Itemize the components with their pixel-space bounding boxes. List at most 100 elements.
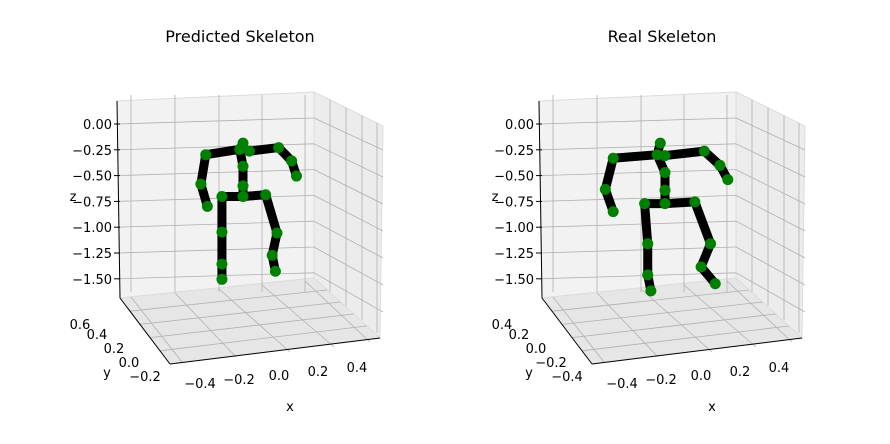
y-tick-label: 0.0	[526, 342, 547, 357]
grid-line	[538, 169, 737, 176]
bone	[201, 144, 245, 160]
joint-point	[607, 206, 619, 218]
bone	[660, 146, 709, 161]
joint-point	[216, 258, 228, 270]
z-tick-label: −0.75	[494, 195, 534, 210]
x-tick-label: 0.2	[730, 365, 751, 380]
grid-line	[313, 220, 384, 259]
joint-point	[290, 170, 302, 182]
grid-line	[538, 195, 737, 202]
x-tick-label: −0.2	[645, 373, 677, 388]
joint-point	[709, 278, 721, 290]
y-tick-label: 0.4	[87, 328, 108, 343]
grid-line	[313, 246, 384, 286]
grid-line	[116, 169, 315, 176]
z-tick-label: −1.25	[72, 247, 112, 262]
grid-line	[129, 289, 328, 312]
y-axis-label: y	[525, 366, 533, 381]
y-tick-label: −0.2	[535, 356, 567, 371]
joint-point	[269, 265, 281, 277]
z-tick-label: −1.50	[72, 273, 112, 288]
z-axis-label: z	[70, 190, 77, 205]
z-tick-label: −1.25	[494, 247, 534, 262]
grid-line	[571, 313, 776, 338]
grid-line	[538, 143, 737, 151]
joint-point	[659, 184, 671, 196]
grid-line	[538, 246, 737, 254]
bone	[640, 199, 653, 249]
joint-point	[237, 191, 249, 203]
grid-line	[313, 195, 384, 232]
chart-title: Predicted Skeleton	[165, 27, 314, 46]
joint-point	[273, 142, 285, 154]
grid-line	[159, 325, 367, 352]
y-tick-label: 0.4	[492, 318, 513, 333]
y-axis-line	[119, 297, 171, 365]
joint-point	[243, 145, 255, 157]
z-tick-label: −0.50	[494, 170, 534, 185]
z-tick-label: −1.00	[72, 221, 112, 236]
joint-point	[271, 227, 283, 239]
joint-point	[260, 189, 272, 201]
joint-point	[599, 183, 611, 195]
joint-point	[642, 269, 654, 281]
x-tick-label: −0.4	[184, 377, 216, 392]
joint-point	[645, 285, 657, 297]
y-tick-label: 0.6	[70, 318, 91, 333]
z-tick-label: −0.25	[494, 144, 534, 159]
z-tick-label: −1.50	[494, 273, 534, 288]
axes-grid	[538, 91, 806, 365]
joint-point	[639, 198, 651, 210]
joint-point	[237, 180, 249, 192]
grid-line	[174, 292, 237, 358]
x-axis-label: x	[708, 400, 716, 415]
grid-line	[735, 195, 806, 232]
grid-line	[116, 246, 315, 254]
joint-point	[698, 145, 710, 157]
grid-line	[551, 289, 750, 312]
grid-line	[313, 169, 384, 205]
joint-point	[705, 238, 717, 250]
y-tick-label: 0.2	[509, 328, 530, 343]
joint-point	[216, 226, 228, 238]
x-tick-label: 0.4	[347, 361, 368, 376]
grid-line	[218, 288, 291, 353]
x-tick-label: 0.0	[269, 369, 290, 384]
z-tick-label: 0.00	[505, 118, 534, 133]
y-tick-label: −0.4	[551, 370, 583, 385]
x-axis-line	[169, 337, 381, 365]
z-axis-line	[538, 100, 543, 299]
skeleton-plot	[599, 137, 734, 297]
bone	[261, 190, 282, 238]
grid-line	[116, 117, 315, 125]
chart-title: Real Skeleton	[608, 27, 717, 46]
joint-point	[722, 174, 734, 186]
grid-line	[116, 272, 315, 280]
grid-line	[313, 143, 384, 178]
grid-line	[596, 292, 659, 358]
y-axis-label: y	[103, 366, 111, 381]
z-tick-label: −1.00	[494, 221, 534, 236]
grid-line	[735, 220, 806, 259]
x-tick-label: 0.2	[308, 365, 329, 380]
tick-labels: 0.00−0.25−0.50−0.75−1.00−1.25−1.50−0.4 −0…	[492, 118, 790, 392]
joint-point	[216, 191, 228, 203]
z-tick-label: −0.25	[72, 144, 112, 159]
joint-point	[266, 249, 278, 261]
z-axis-line	[116, 100, 121, 299]
y-axis-line	[541, 297, 593, 365]
grid-line	[149, 313, 354, 338]
joint-point	[695, 261, 707, 273]
joint-point	[607, 152, 619, 164]
joint-point	[642, 238, 654, 250]
joint-point	[654, 137, 666, 149]
grid-line	[735, 246, 806, 286]
x-axis-label: x	[286, 400, 294, 415]
joint-point	[195, 178, 207, 190]
grid-line	[538, 117, 737, 125]
predicted-skeleton-panel: Predicted Skeleton 0.00 −0.25 −0.50 −0.75 −1…	[70, 27, 384, 415]
joint-point	[216, 273, 228, 285]
grid-line	[313, 272, 384, 313]
joint-point	[200, 149, 212, 161]
